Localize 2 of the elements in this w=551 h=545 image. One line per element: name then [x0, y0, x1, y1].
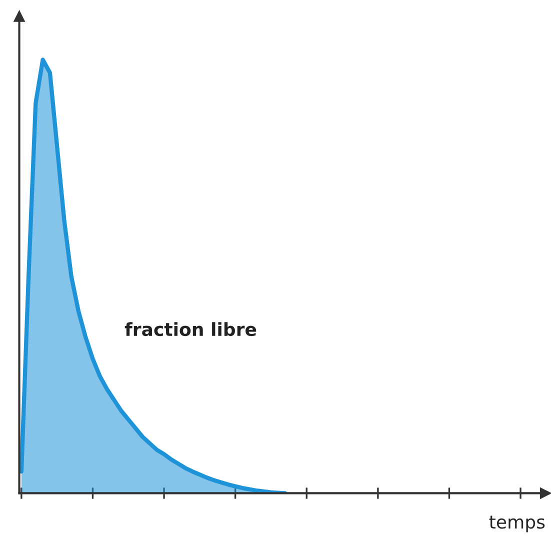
x-axis-title: temps — [489, 516, 545, 532]
annotation: fraction libre — [124, 322, 256, 336]
